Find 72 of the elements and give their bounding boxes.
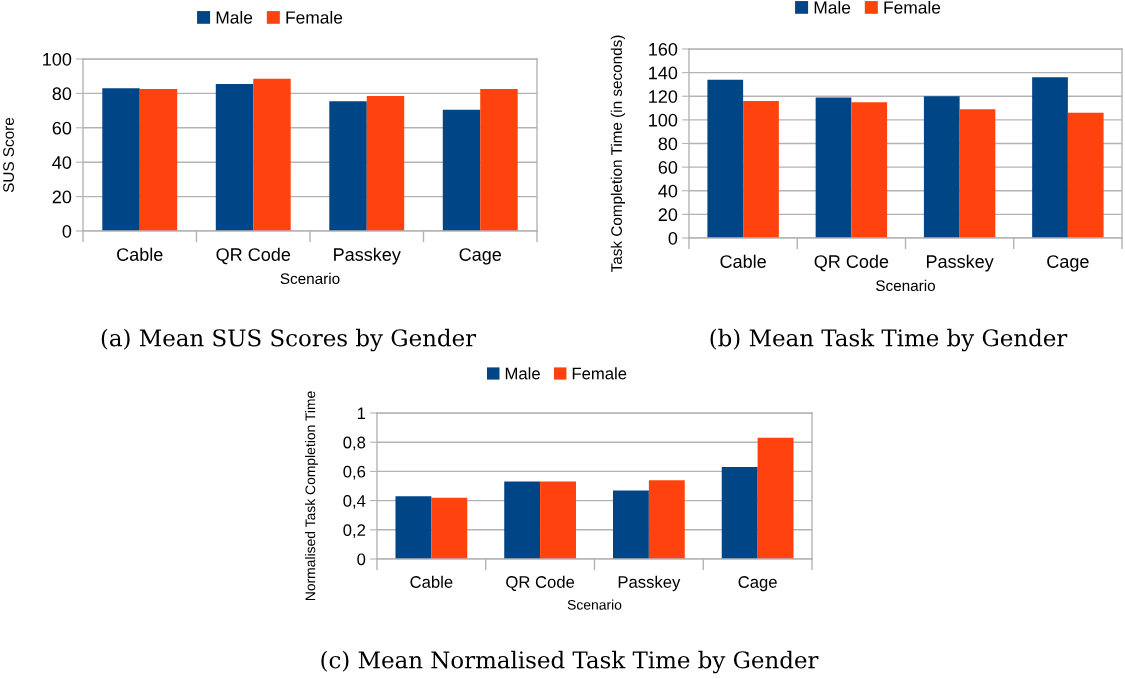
bar [1067, 112, 1104, 238]
x-tick-label: Cable [720, 254, 766, 268]
y-tick-label: 0 [357, 553, 366, 566]
bar [923, 96, 960, 238]
bar [442, 109, 481, 231]
y-tick-label: 20 [658, 208, 678, 222]
y-axis-title: Task Completion Time (in seconds) [610, 35, 625, 273]
legend-label: Female [286, 10, 343, 24]
y-axis-title: Normalised Task Completion Time [305, 391, 318, 601]
bar [329, 101, 367, 231]
bar [1032, 77, 1068, 238]
bar [721, 467, 758, 559]
x-tick-label: QR Code [814, 254, 889, 272]
y-tick-label: 0 [62, 224, 72, 238]
bar [139, 89, 178, 231]
x-axis-title: Scenario [280, 272, 340, 285]
x-tick-label: Cage [738, 576, 777, 592]
y-tick-label: 40 [658, 184, 678, 198]
bar [431, 497, 468, 559]
bar [612, 490, 649, 559]
legend-label: Female [884, 0, 941, 14]
bar [648, 480, 685, 559]
y-tick-label: 20 [52, 190, 72, 204]
bar [102, 88, 140, 231]
x-tick-label: Passkey [926, 254, 994, 272]
bar [480, 89, 518, 231]
x-tick-label: Cage [1047, 255, 1089, 272]
bar [851, 102, 888, 238]
bar [743, 100, 779, 238]
y-tick-label: 1 [357, 407, 366, 420]
text: (a) Mean SUS Scores by Gender [101, 328, 477, 352]
bar [215, 83, 254, 231]
bar [707, 79, 744, 238]
bar [504, 481, 541, 559]
x-axis-title: Scenario [567, 599, 622, 610]
y-tick-label: 60 [52, 121, 72, 135]
legend-label: Male [814, 0, 851, 14]
y-tick-label: 140 [649, 66, 678, 80]
x-tick-label: QR Code [216, 247, 291, 265]
y-tick-label: 80 [52, 87, 72, 101]
y-tick-label: 0,6 [343, 465, 366, 480]
y-tick-label: 100 [649, 113, 678, 127]
legend-label: Male [216, 10, 253, 24]
y-tick-label: 0 [668, 231, 678, 245]
x-tick-label: Passkey [334, 247, 401, 265]
bar [540, 481, 577, 559]
bar [757, 437, 794, 559]
x-tick-label: Cable [410, 575, 453, 588]
y-tick-label: 0,2 [343, 524, 366, 538]
bar [815, 97, 852, 238]
legend-label: Female [572, 367, 627, 380]
x-tick-label: Cable [117, 247, 163, 261]
y-axis-title: SUS Score [3, 117, 14, 193]
y-tick-label: 120 [649, 90, 678, 103]
y-tick-label: 60 [658, 161, 678, 174]
y-tick-label: 100 [43, 52, 72, 66]
text: (c) Mean Normalised Task Time by Gender [321, 650, 819, 674]
y-tick-label: 40 [52, 156, 72, 169]
bar [366, 95, 405, 231]
x-axis-title: Scenario [876, 279, 936, 292]
legend-label: Male [505, 367, 540, 380]
y-tick-label: 80 [658, 137, 678, 151]
x-tick-label: Passkey [618, 575, 681, 592]
x-tick-label: Cage [459, 248, 502, 265]
bar [959, 109, 996, 238]
text: (b) Mean Task Time by Gender [710, 328, 1068, 352]
y-tick-label: 0,8 [343, 436, 366, 451]
bar [253, 78, 291, 231]
x-tick-label: QR Code [506, 575, 575, 591]
bar [395, 496, 432, 559]
y-tick-label: 0,4 [343, 495, 366, 509]
y-tick-label: 160 [649, 42, 678, 56]
